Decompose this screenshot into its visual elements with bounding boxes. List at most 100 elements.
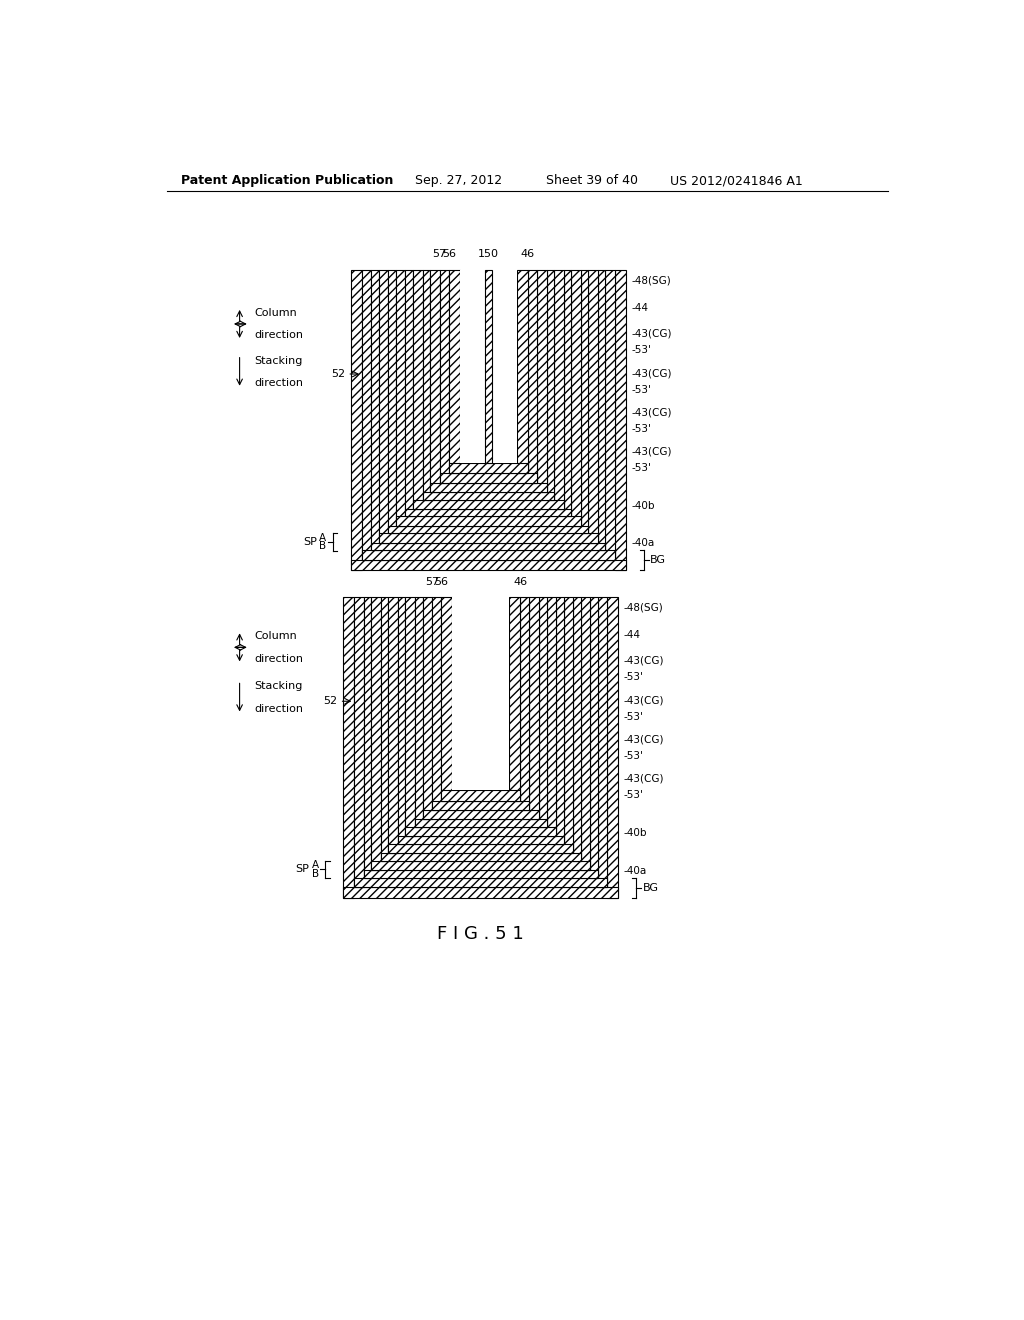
- Text: F I G . 5 0: F I G . 5 0: [445, 598, 531, 615]
- Text: direction: direction: [254, 704, 303, 714]
- Bar: [590, 597, 598, 878]
- Bar: [397, 597, 406, 843]
- Text: -43(CG): -43(CG): [632, 446, 672, 457]
- Text: BG: BG: [643, 883, 658, 892]
- Text: -48(SG): -48(SG): [632, 276, 672, 285]
- Bar: [354, 597, 364, 887]
- Bar: [430, 271, 439, 492]
- Text: -53': -53': [632, 345, 651, 355]
- Text: -43(CG): -43(CG): [632, 408, 672, 417]
- Text: B: B: [319, 541, 327, 552]
- Bar: [388, 597, 397, 853]
- Bar: [439, 271, 449, 483]
- Bar: [520, 597, 529, 810]
- Bar: [406, 508, 571, 516]
- Text: -43(CG): -43(CG): [632, 368, 672, 379]
- Bar: [362, 271, 372, 560]
- Text: Stacking: Stacking: [254, 355, 303, 366]
- Text: SP: SP: [296, 865, 309, 874]
- Text: -43(CG): -43(CG): [624, 696, 665, 706]
- Bar: [379, 533, 598, 543]
- Bar: [572, 597, 581, 861]
- Text: -48(SG): -48(SG): [624, 603, 664, 612]
- Text: -53': -53': [624, 751, 644, 762]
- Text: 57: 57: [425, 577, 439, 586]
- Text: F I G . 5 1: F I G . 5 1: [437, 924, 524, 942]
- Bar: [554, 271, 563, 508]
- Text: -53': -53': [632, 385, 651, 395]
- Bar: [460, 271, 517, 462]
- Bar: [372, 543, 605, 550]
- Bar: [432, 800, 529, 810]
- Bar: [452, 597, 509, 789]
- Text: -43(CG): -43(CG): [624, 774, 665, 784]
- Text: -44: -44: [624, 630, 641, 640]
- Bar: [529, 597, 539, 818]
- Text: 56: 56: [434, 577, 449, 586]
- Bar: [485, 271, 492, 462]
- Bar: [589, 271, 598, 543]
- Bar: [343, 597, 354, 898]
- Bar: [381, 597, 388, 861]
- Bar: [563, 597, 572, 853]
- Bar: [364, 870, 598, 878]
- Bar: [547, 597, 556, 836]
- Text: Sep. 27, 2012: Sep. 27, 2012: [415, 174, 502, 187]
- Text: direction: direction: [254, 653, 303, 664]
- Text: -43(CG): -43(CG): [624, 735, 665, 744]
- Text: 150: 150: [478, 249, 499, 259]
- Text: -40b: -40b: [624, 828, 647, 838]
- Bar: [379, 271, 388, 543]
- Text: -53': -53': [624, 791, 644, 800]
- Bar: [406, 597, 415, 836]
- Text: -40a: -40a: [624, 866, 647, 875]
- Bar: [388, 271, 396, 533]
- Bar: [364, 597, 372, 878]
- Text: Column: Column: [254, 308, 297, 318]
- Bar: [381, 853, 581, 861]
- Bar: [449, 271, 460, 474]
- Bar: [423, 271, 430, 499]
- Bar: [598, 597, 607, 887]
- Bar: [414, 499, 563, 508]
- Bar: [372, 271, 379, 550]
- Bar: [528, 271, 538, 483]
- Bar: [423, 492, 554, 499]
- Text: A: A: [311, 861, 318, 870]
- Bar: [598, 271, 605, 550]
- Bar: [396, 516, 581, 525]
- Text: direction: direction: [254, 330, 303, 341]
- Text: -43(CG): -43(CG): [632, 329, 672, 338]
- Bar: [538, 271, 547, 492]
- Bar: [563, 271, 571, 516]
- Text: -53': -53': [632, 463, 651, 474]
- Text: BG: BG: [650, 556, 667, 565]
- Bar: [581, 597, 590, 870]
- Text: 52: 52: [331, 370, 345, 379]
- Bar: [343, 887, 617, 898]
- Bar: [539, 597, 547, 826]
- Text: A: A: [319, 533, 327, 543]
- Bar: [432, 597, 441, 810]
- Text: Sheet 39 of 40: Sheet 39 of 40: [547, 174, 639, 187]
- Bar: [396, 271, 406, 525]
- Text: US 2012/0241846 A1: US 2012/0241846 A1: [671, 174, 803, 187]
- Text: -53': -53': [624, 713, 644, 722]
- Text: direction: direction: [254, 378, 303, 388]
- Bar: [414, 271, 423, 508]
- Text: 46: 46: [513, 577, 527, 586]
- Text: -40b: -40b: [632, 500, 655, 511]
- Bar: [423, 597, 432, 818]
- Bar: [388, 843, 572, 853]
- Text: -44: -44: [632, 302, 649, 313]
- Bar: [351, 560, 626, 570]
- Bar: [415, 818, 547, 826]
- Bar: [607, 597, 617, 898]
- Bar: [372, 861, 590, 870]
- Text: 57: 57: [432, 249, 446, 259]
- Bar: [406, 271, 414, 516]
- Text: Patent Application Publication: Patent Application Publication: [180, 174, 393, 187]
- Bar: [397, 836, 563, 843]
- Text: SP: SP: [303, 537, 317, 548]
- Text: Stacking: Stacking: [254, 681, 303, 692]
